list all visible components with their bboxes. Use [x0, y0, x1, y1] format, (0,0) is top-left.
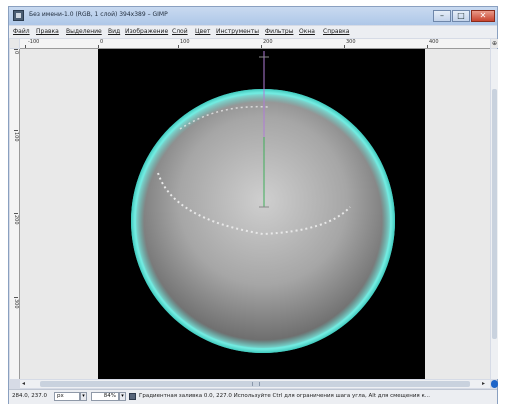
ruler-label: 200 [13, 215, 19, 225]
status-bar: 284.0, 237.0 px ▾ 84% ▾ Градиентная зали… [9, 389, 497, 404]
menu-layer[interactable]: Слой [172, 28, 188, 35]
ruler-label: -100 [28, 39, 40, 45]
zoom-select[interactable]: 84% [91, 392, 119, 401]
menu-image[interactable]: Изображение [125, 28, 169, 35]
ruler-label: 0 [13, 51, 19, 55]
ruler-corner[interactable] [10, 39, 19, 48]
window-title: Без имени-1.0 (RGB, 1 слой) 394x389 – GI… [29, 11, 168, 18]
horizontal-scroll-thumb[interactable] [40, 381, 470, 387]
ruler-tick [98, 45, 99, 48]
gimp-icon [13, 10, 24, 21]
gradient-guide-dots [157, 172, 351, 236]
image-canvas[interactable] [98, 49, 425, 379]
ruler-tick [25, 45, 26, 48]
horizontal-ruler[interactable]: -100 0 100 200 300 400 [20, 39, 490, 49]
menu-color[interactable]: Цвет [195, 28, 211, 35]
ruler-label: 300 [346, 39, 356, 45]
horizontal-scrollbar[interactable]: ◂ ▸ [20, 380, 490, 388]
zoom-dropdown-icon[interactable]: ▾ [119, 392, 126, 401]
vertical-scroll-thumb[interactable] [492, 89, 497, 339]
maximize-button[interactable]: □ [452, 10, 470, 22]
ruler-label: 100 [180, 39, 190, 45]
title-bar[interactable]: Без имени-1.0 (RGB, 1 слой) 394x389 – GI… [9, 7, 497, 25]
status-message: Градиентная заливка 0.0, 227.0 Используй… [139, 393, 431, 399]
zoom-fit-icon[interactable] [491, 380, 498, 388]
menu-view[interactable]: Вид [108, 28, 121, 35]
ruler-label: 0 [100, 39, 104, 45]
ruler-tick [14, 130, 18, 131]
menu-tools[interactable]: Инструменты [216, 28, 259, 35]
unit-select[interactable]: px [54, 392, 80, 401]
ruler-label: 100 [13, 132, 19, 142]
ruler-tick [14, 49, 18, 50]
menu-select[interactable]: Выделение [66, 28, 102, 35]
menu-bar: Файл Правка Выделение Вид Изображение Сл… [9, 26, 497, 38]
sphere-glow [131, 89, 395, 353]
scroll-right-icon[interactable]: ▸ [482, 380, 486, 387]
ruler-tick [178, 45, 179, 48]
minimize-button[interactable]: – [433, 10, 451, 22]
ruler-tick [14, 297, 18, 298]
vertical-scrollbar[interactable] [491, 49, 498, 379]
menu-edit[interactable]: Правка [36, 28, 59, 35]
ruler-tick [427, 45, 428, 48]
navigate-icon[interactable]: ⊕ [491, 39, 498, 48]
menu-windows[interactable]: Окна [299, 28, 315, 35]
close-button[interactable]: ✕ [471, 10, 495, 22]
sphere-drawing [131, 51, 395, 353]
scroll-left-icon[interactable]: ◂ [22, 380, 26, 387]
gimp-window: Без имени-1.0 (RGB, 1 слой) 394x389 – GI… [8, 6, 498, 404]
ruler-label: 200 [263, 39, 273, 45]
menu-help[interactable]: Справка [323, 28, 350, 35]
ruler-label: 400 [429, 39, 439, 45]
pointer-coords: 284.0, 237.0 [12, 393, 47, 399]
ruler-tick [344, 45, 345, 48]
menu-file[interactable]: Файл [13, 28, 30, 35]
tool-icon [129, 393, 136, 400]
vertical-ruler[interactable]: 0 100 200 300 [10, 49, 20, 379]
unit-dropdown-icon[interactable]: ▾ [80, 392, 87, 401]
ruler-label: 300 [13, 299, 19, 309]
ruler-tick [261, 45, 262, 48]
ruler-tick [14, 213, 18, 214]
menu-filters[interactable]: Фильтры [265, 28, 294, 35]
canvas-viewport[interactable] [20, 49, 490, 379]
